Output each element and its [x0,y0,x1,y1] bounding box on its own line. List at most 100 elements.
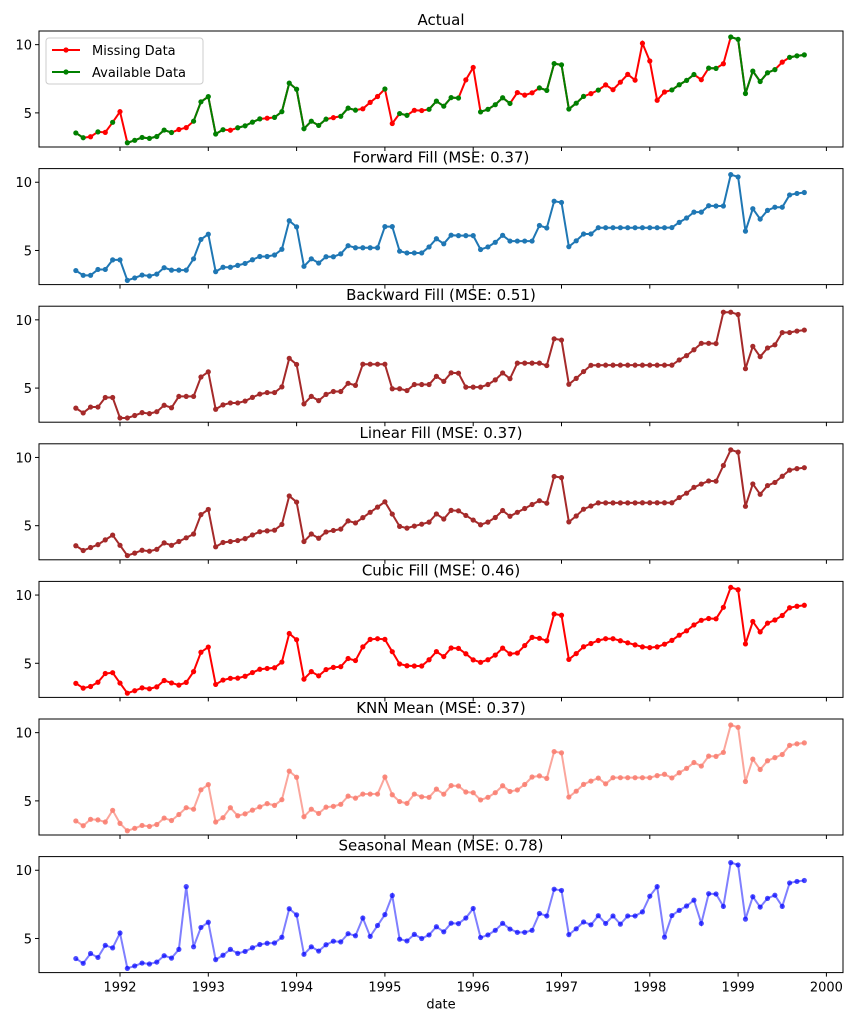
data-point [272,252,277,257]
data-point [184,535,189,540]
missing-data-point [780,60,785,65]
data-point [139,685,144,690]
data-point [397,661,402,666]
data-point [655,773,660,778]
data-point [73,543,78,548]
available-data-point [338,114,343,119]
available-data-point [125,140,130,145]
data-point [780,904,785,909]
data-point [574,789,579,794]
data-point [213,957,218,962]
available-data-point [426,107,431,112]
data-point [235,400,240,405]
data-point [191,807,196,812]
data-point [750,757,755,762]
data-point [758,216,763,221]
data-point [110,532,115,537]
available-data-point [449,95,454,100]
missing-data-point [529,90,534,95]
data-point [176,683,181,688]
data-point [73,268,78,273]
available-data-point [353,108,358,113]
available-data-point [684,78,689,83]
data-point [132,413,137,418]
data-point [794,191,799,196]
data-point [309,669,314,674]
available-data-point [581,94,586,99]
data-point [265,254,270,259]
data-point [346,931,351,936]
data-point [441,241,446,246]
subplot-title: Backward Fill (MSE: 0.51) [346,286,536,304]
data-point [566,657,571,662]
data-point [566,932,571,937]
data-point [272,940,277,945]
data-point [780,474,785,479]
data-point [625,913,630,918]
data-point [500,921,505,926]
data-point [478,660,483,665]
data-point [228,539,233,544]
available-data-point [110,120,115,125]
data-point [250,945,255,950]
available-data-point [736,37,741,42]
available-data-point [669,87,674,92]
available-data-point [316,123,321,128]
available-data-point [404,113,409,118]
data-point [743,504,748,509]
data-point [323,805,328,810]
available-data-point [250,120,255,125]
data-point [684,215,689,220]
data-point [662,642,667,647]
data-point [456,371,461,376]
axes-frame [39,719,843,835]
data-point [95,817,100,822]
available-data-point [279,109,284,114]
available-data-point [691,72,696,77]
data-point [353,796,358,801]
data-point [669,225,674,230]
data-point [787,330,792,335]
y-tick-label: 5 [24,795,32,810]
data-point [198,512,203,517]
data-point [73,956,78,961]
data-point [331,804,336,809]
data-point [279,797,284,802]
data-point [441,929,446,934]
data-point [758,492,763,497]
data-point [699,921,704,926]
data-point [353,933,358,938]
data-point [728,585,733,590]
data-point [566,794,571,799]
y-tick-label: 10 [15,451,32,466]
data-point [765,208,770,213]
data-point [802,740,807,745]
data-point [206,644,211,649]
data-point [404,801,409,806]
available-data-point [397,111,402,116]
data-point [154,409,159,414]
x-tick-label: 1998 [633,981,666,996]
data-point [279,384,284,389]
data-point [485,657,490,662]
data-point [382,499,387,504]
data-point [412,382,417,387]
data-point [728,860,733,865]
data-point [669,913,674,918]
data-point [434,787,439,792]
data-point [316,260,321,265]
data-point [515,650,520,655]
data-point [655,644,660,649]
data-point [625,775,630,780]
data-point [353,245,358,250]
data-point [162,540,167,545]
data-point [662,500,667,505]
data-point [382,774,387,779]
data-point [463,651,468,656]
data-point [198,925,203,930]
data-point [117,543,122,548]
x-tick-label: 2000 [810,981,843,996]
data-point [206,507,211,512]
data-point [360,515,365,520]
data-point [103,671,108,676]
